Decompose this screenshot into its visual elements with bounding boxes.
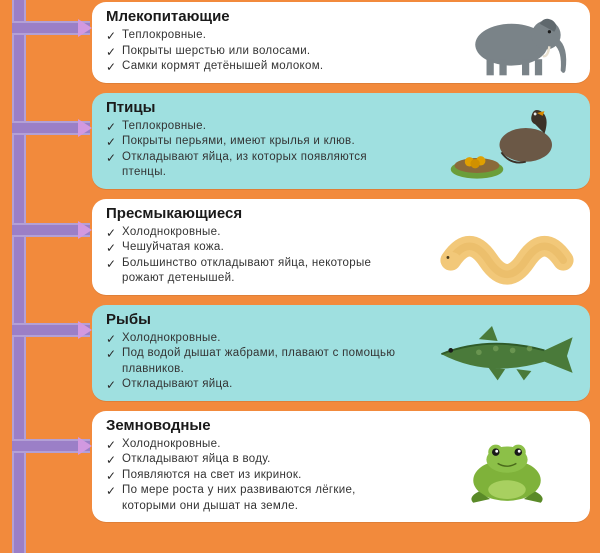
connector-rail	[0, 0, 100, 553]
card-bullet-list: Теплокровные.Покрыты шерстью или волосам…	[106, 28, 406, 75]
frog-icon	[432, 424, 582, 508]
card-bullet: Холоднокровные.	[106, 225, 406, 241]
card-bullet: Покрыты перьями, имеют крылья и клюв.	[106, 134, 406, 150]
goose-nest-icon	[432, 98, 582, 182]
card-bullet-list: Теплокровные.Покрыты перьями, имеют крыл…	[106, 119, 406, 181]
snake-illustration	[432, 203, 582, 291]
goose-nest-illustration	[432, 97, 582, 185]
card-bullet-list: Холоднокровные.Откладывают яйца в воду.П…	[106, 437, 406, 515]
card-bullet: Откладывают яйца в воду.	[106, 452, 406, 468]
connector-arrowhead	[78, 437, 92, 455]
card-fish: РыбыХолоднокровные.Под водой дышат жабра…	[92, 305, 590, 401]
connector-arrowhead	[78, 221, 92, 239]
card-list-container: МлекопитающиеТеплокровные.Покрыты шерсть…	[92, 0, 590, 522]
pike-illustration	[432, 309, 582, 397]
card-bullet: По мере роста у них развиваются лёгкие, …	[106, 483, 406, 514]
card-bullet-list: Холоднокровные.Чешуйчатая кожа.Большинст…	[106, 225, 406, 287]
card-bullet: Теплокровные.	[106, 119, 406, 135]
card-bullet: Холоднокровные.	[106, 437, 406, 453]
connector-arrowhead	[78, 19, 92, 37]
card-bullet-list: Холоднокровные.Под водой дышат жабрами, …	[106, 331, 406, 393]
card-bullet: Под водой дышат жабрами, плавают с помощ…	[106, 346, 406, 377]
card-bullet: Откладывают яйца, из которых появляются …	[106, 150, 406, 181]
elephant-icon	[443, 6, 572, 79]
frog-illustration	[432, 415, 582, 519]
card-birds: ПтицыТеплокровные.Покрыты перьями, имеют…	[92, 93, 590, 189]
card-bullet: Откладывают яйца.	[106, 377, 406, 393]
card-bullet: Холоднокровные.	[106, 331, 406, 347]
card-bullet: Покрыты шерстью или волосами.	[106, 44, 406, 60]
card-amphibians: ЗемноводныеХолоднокровные.Откладывают яй…	[92, 411, 590, 523]
card-bullet: Чешуйчатая кожа.	[106, 240, 406, 256]
card-bullet: Большинство откладывают яйца, некоторые …	[106, 256, 406, 287]
card-mammals: МлекопитающиеТеплокровные.Покрыты шерсть…	[92, 2, 590, 83]
connector-arrowhead	[78, 321, 92, 339]
card-bullet: Теплокровные.	[106, 28, 406, 44]
connector-arrowhead	[78, 119, 92, 137]
card-reptiles: ПресмыкающиесяХолоднокровные.Чешуйчатая …	[92, 199, 590, 295]
pike-icon	[432, 311, 582, 395]
card-bullet: Самки кормят детёнышей молоком.	[106, 59, 406, 75]
connector-vertical	[12, 0, 26, 553]
card-bullet: Появляются на свет из икринок.	[106, 468, 406, 484]
elephant-illustration	[432, 6, 582, 79]
snake-icon	[432, 204, 582, 288]
